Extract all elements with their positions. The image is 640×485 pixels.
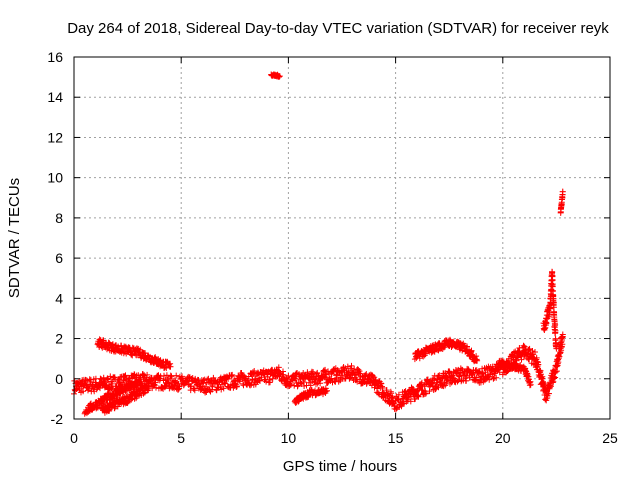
y-tick-label: 0 [55, 371, 63, 387]
chart-title: Day 264 of 2018, Sidereal Day-to-day VTE… [67, 20, 609, 37]
y-axis-label: SDTVAR / TECUs [6, 178, 23, 298]
x-tick-label: 10 [281, 430, 297, 446]
trace [540, 268, 560, 352]
trace [81, 378, 142, 417]
trace [291, 385, 330, 406]
trace [94, 336, 174, 371]
y-tick-label: 6 [55, 250, 63, 266]
y-tick-label: 14 [47, 89, 63, 105]
data-point [411, 336, 481, 365]
x-tick-label: 15 [388, 430, 404, 446]
x-tick-label: 0 [70, 430, 78, 446]
trace [411, 336, 481, 365]
grid [74, 57, 610, 419]
y-tick-label: 4 [55, 290, 63, 306]
y-tick-label: 10 [47, 170, 63, 186]
data-point [98, 380, 152, 416]
data-point [557, 188, 566, 216]
y-tick-label: 16 [47, 49, 63, 65]
trace [98, 380, 152, 416]
x-tick-label: 25 [602, 430, 618, 446]
plot-frame [73, 56, 611, 420]
data-point [495, 357, 534, 389]
y-tick-label: 12 [47, 129, 63, 145]
data-point [94, 336, 174, 371]
data-point [81, 378, 142, 417]
data-point [291, 385, 330, 406]
trace [557, 188, 566, 216]
data-point [71, 331, 566, 413]
x-tick-label: 5 [177, 430, 185, 446]
y-tick-label: 8 [55, 210, 63, 226]
data-point [268, 71, 283, 80]
trace [495, 357, 534, 389]
trace [268, 71, 283, 80]
data-point [540, 268, 560, 352]
trace [71, 331, 566, 413]
y-tick-label: -2 [51, 411, 64, 427]
x-tick-label: 20 [495, 430, 511, 446]
x-axis-label: GPS time / hours [283, 458, 397, 475]
y-tick-label: 2 [55, 331, 63, 347]
data-markers [71, 71, 566, 417]
